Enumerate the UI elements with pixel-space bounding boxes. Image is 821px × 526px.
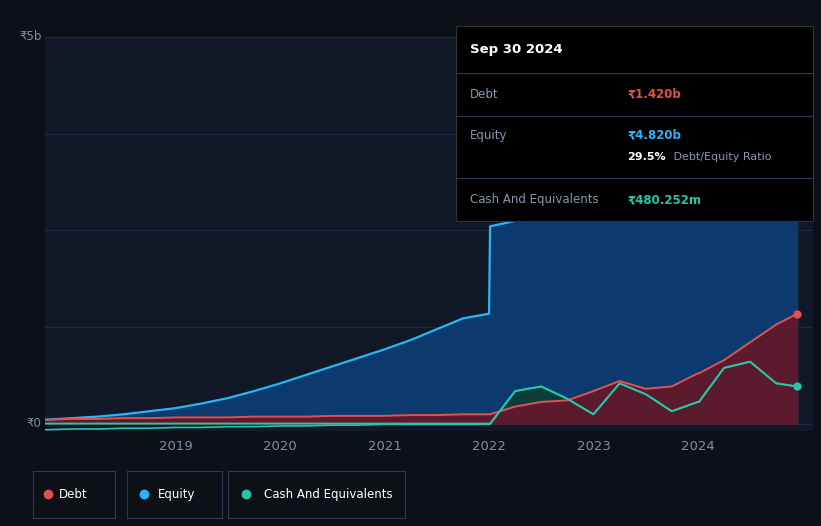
Text: ₹1.420b: ₹1.420b bbox=[627, 88, 681, 101]
Text: ₹4.820b: ₹4.820b bbox=[627, 129, 681, 142]
Text: Cash And Equivalents: Cash And Equivalents bbox=[470, 193, 599, 206]
Text: ₹5b: ₹5b bbox=[19, 31, 41, 43]
Text: ₹0: ₹0 bbox=[26, 417, 41, 430]
Text: Cash And Equivalents: Cash And Equivalents bbox=[264, 488, 392, 501]
Text: Equity: Equity bbox=[158, 488, 195, 501]
Text: Equity: Equity bbox=[470, 129, 507, 142]
Text: ₹480.252m: ₹480.252m bbox=[627, 193, 701, 206]
Text: Sep 30 2024: Sep 30 2024 bbox=[470, 43, 562, 56]
Text: 29.5%: 29.5% bbox=[627, 151, 666, 161]
Text: Debt: Debt bbox=[59, 488, 88, 501]
Text: Debt/Equity Ratio: Debt/Equity Ratio bbox=[670, 151, 772, 161]
Text: Debt: Debt bbox=[470, 88, 498, 101]
